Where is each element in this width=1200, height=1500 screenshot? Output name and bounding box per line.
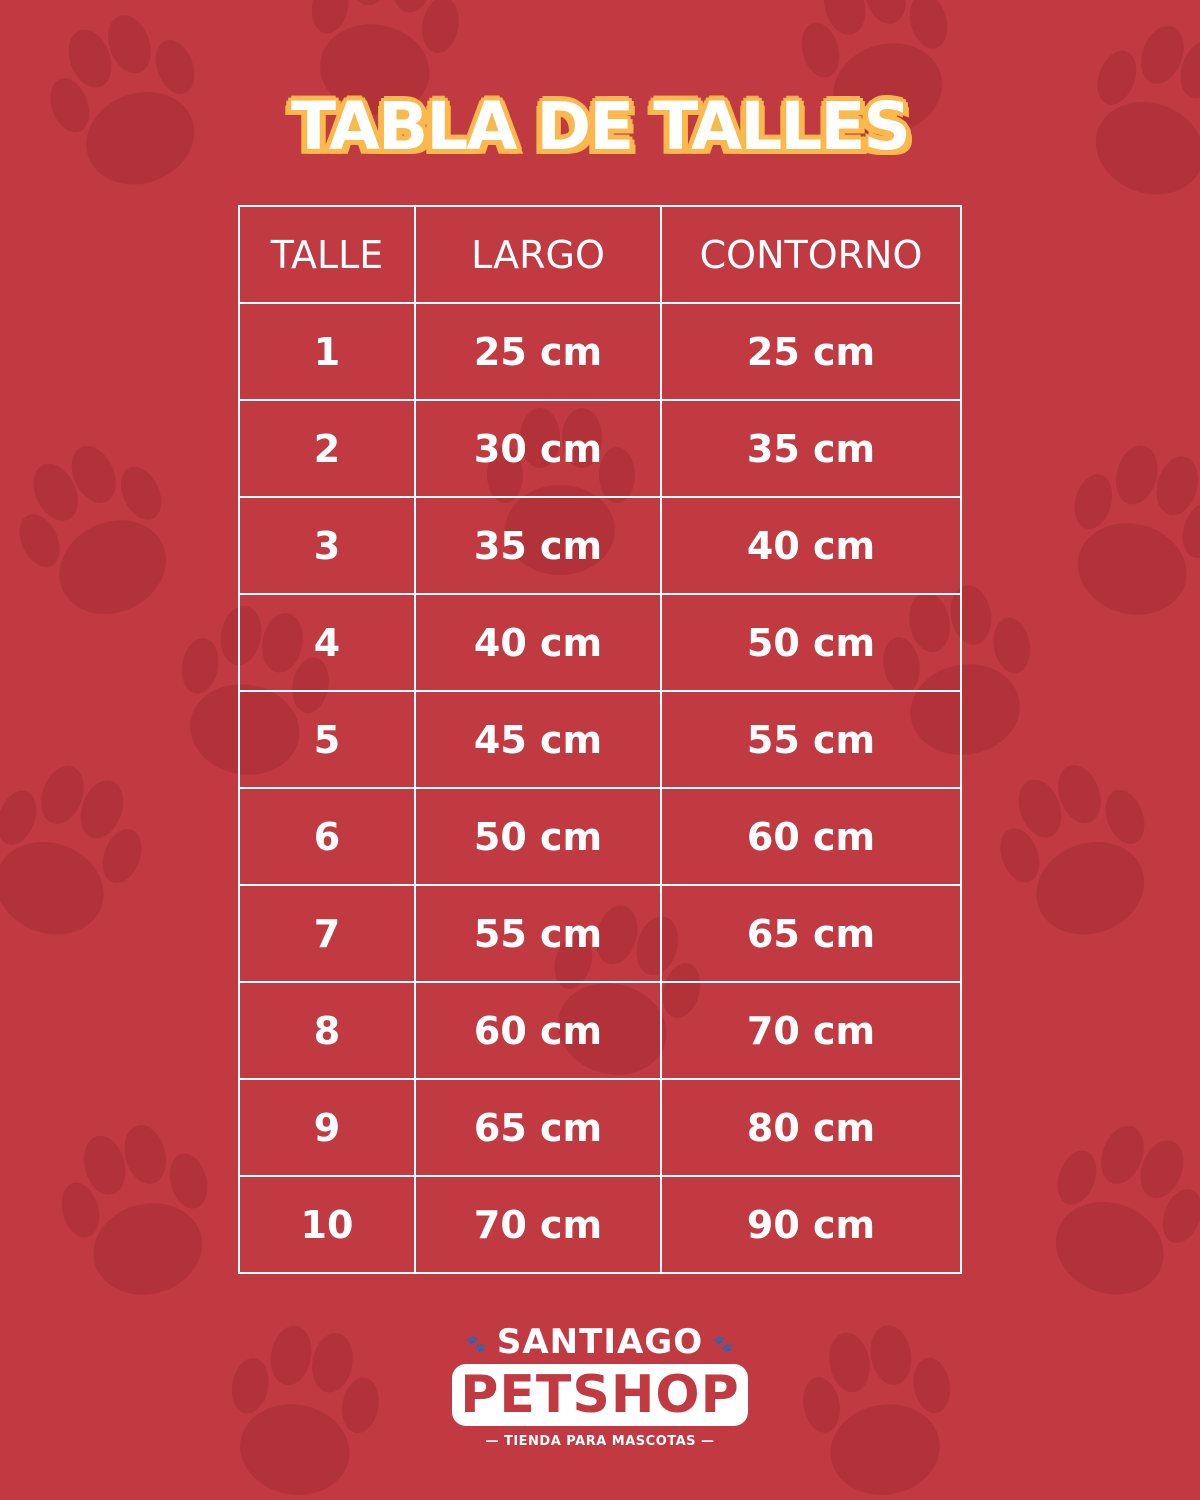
cell-largo: 70 cm bbox=[414, 1175, 662, 1274]
paw-print-icon bbox=[19, 446, 167, 615]
header-contorno: CONTORNO bbox=[660, 205, 962, 304]
cell-largo: 35 cm bbox=[414, 496, 662, 595]
paw-print-icon bbox=[311, 0, 459, 115]
cell-contorno: 55 cm bbox=[660, 690, 962, 789]
paw-icon: 🐾 bbox=[713, 1334, 735, 1353]
paw-print-icon bbox=[801, 0, 948, 135]
cell-contorno: 70 cm bbox=[660, 981, 962, 1080]
size-table: TALLE LARGO CONTORNO 1 25 cm 25 cm 2 30 cm 35… bbox=[238, 205, 962, 1274]
paw-print-icon bbox=[0, 765, 142, 935]
logo-tagline: — TIENDA PARA MASCOTAS — bbox=[485, 1434, 715, 1449]
cell-contorno: 80 cm bbox=[660, 1078, 962, 1177]
cell-largo: 25 cm bbox=[414, 302, 662, 401]
cell-talle: 9 bbox=[238, 1078, 416, 1177]
cell-largo: 65 cm bbox=[414, 1078, 662, 1177]
cell-contorno: 65 cm bbox=[660, 884, 962, 983]
paw-print-icon bbox=[50, 15, 195, 185]
table-header-row: TALLE LARGO CONTORNO bbox=[238, 205, 962, 304]
cell-talle: 6 bbox=[238, 787, 416, 886]
table-row: 8 60 cm 70 cm bbox=[238, 981, 962, 1080]
cell-largo: 60 cm bbox=[414, 981, 662, 1080]
santiago-petshop-logo: 🐾 SANTIAGO 🐾 PETSHOP — TIENDA PARA MASCOTA… bbox=[450, 1322, 750, 1449]
table-row: 5 45 cm 55 cm bbox=[238, 690, 962, 789]
logo-line2: PETSHOP bbox=[452, 1364, 748, 1426]
paw-print-icon bbox=[1055, 1125, 1200, 1295]
cell-largo: 45 cm bbox=[414, 690, 662, 789]
cell-talle: 5 bbox=[238, 690, 416, 789]
paw-print-icon bbox=[1095, 25, 1200, 195]
cell-talle: 8 bbox=[238, 981, 416, 1080]
cell-contorno: 40 cm bbox=[660, 496, 962, 595]
paw-print-icon bbox=[1000, 765, 1145, 935]
logo-line1: SANTIAGO bbox=[496, 1322, 704, 1362]
table-row: 7 55 cm 65 cm bbox=[238, 884, 962, 983]
cell-contorno: 25 cm bbox=[660, 302, 962, 401]
header-talle: TALLE bbox=[238, 205, 416, 304]
cell-largo: 55 cm bbox=[414, 884, 662, 983]
table-row: 4 40 cm 50 cm bbox=[238, 593, 962, 692]
paw-icon: 🐾 bbox=[465, 1334, 487, 1353]
cell-talle: 3 bbox=[238, 496, 416, 595]
page-title: TABLA DE TALLES bbox=[291, 88, 911, 165]
cell-talle: 7 bbox=[238, 884, 416, 983]
table-row: 1 25 cm 25 cm bbox=[238, 302, 962, 401]
cell-contorno: 50 cm bbox=[660, 593, 962, 692]
table-row: 2 30 cm 35 cm bbox=[238, 399, 962, 498]
header-largo: LARGO bbox=[414, 205, 662, 304]
cell-contorno: 90 cm bbox=[660, 1175, 962, 1274]
cell-contorno: 60 cm bbox=[660, 787, 962, 886]
table-row: 3 35 cm 40 cm bbox=[238, 496, 962, 595]
cell-talle: 4 bbox=[238, 593, 416, 692]
paw-print-icon bbox=[803, 1325, 951, 1495]
table-row: 9 65 cm 80 cm bbox=[238, 1078, 962, 1177]
table-row: 10 70 cm 90 cm bbox=[238, 1175, 962, 1274]
cell-largo: 50 cm bbox=[414, 787, 662, 886]
paw-print-icon bbox=[1074, 445, 1200, 615]
paw-print-icon bbox=[61, 1124, 208, 1295]
cell-largo: 30 cm bbox=[414, 399, 662, 498]
cell-talle: 2 bbox=[238, 399, 416, 498]
cell-largo: 40 cm bbox=[414, 593, 662, 692]
cell-contorno: 35 cm bbox=[660, 399, 962, 498]
cell-talle: 1 bbox=[238, 302, 416, 401]
paw-print-icon bbox=[231, 1325, 379, 1495]
cell-talle: 10 bbox=[238, 1175, 416, 1274]
table-row: 6 50 cm 60 cm bbox=[238, 787, 962, 886]
